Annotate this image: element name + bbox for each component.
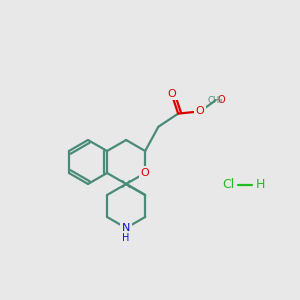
Text: O: O	[167, 89, 176, 99]
Text: CH₃: CH₃	[208, 96, 223, 105]
Text: O: O	[141, 168, 149, 178]
Text: O: O	[196, 106, 205, 116]
Text: H: H	[255, 178, 265, 191]
Text: Cl: Cl	[222, 178, 234, 191]
Text: O: O	[218, 95, 225, 105]
Text: N: N	[122, 223, 130, 233]
Text: H: H	[122, 233, 130, 243]
